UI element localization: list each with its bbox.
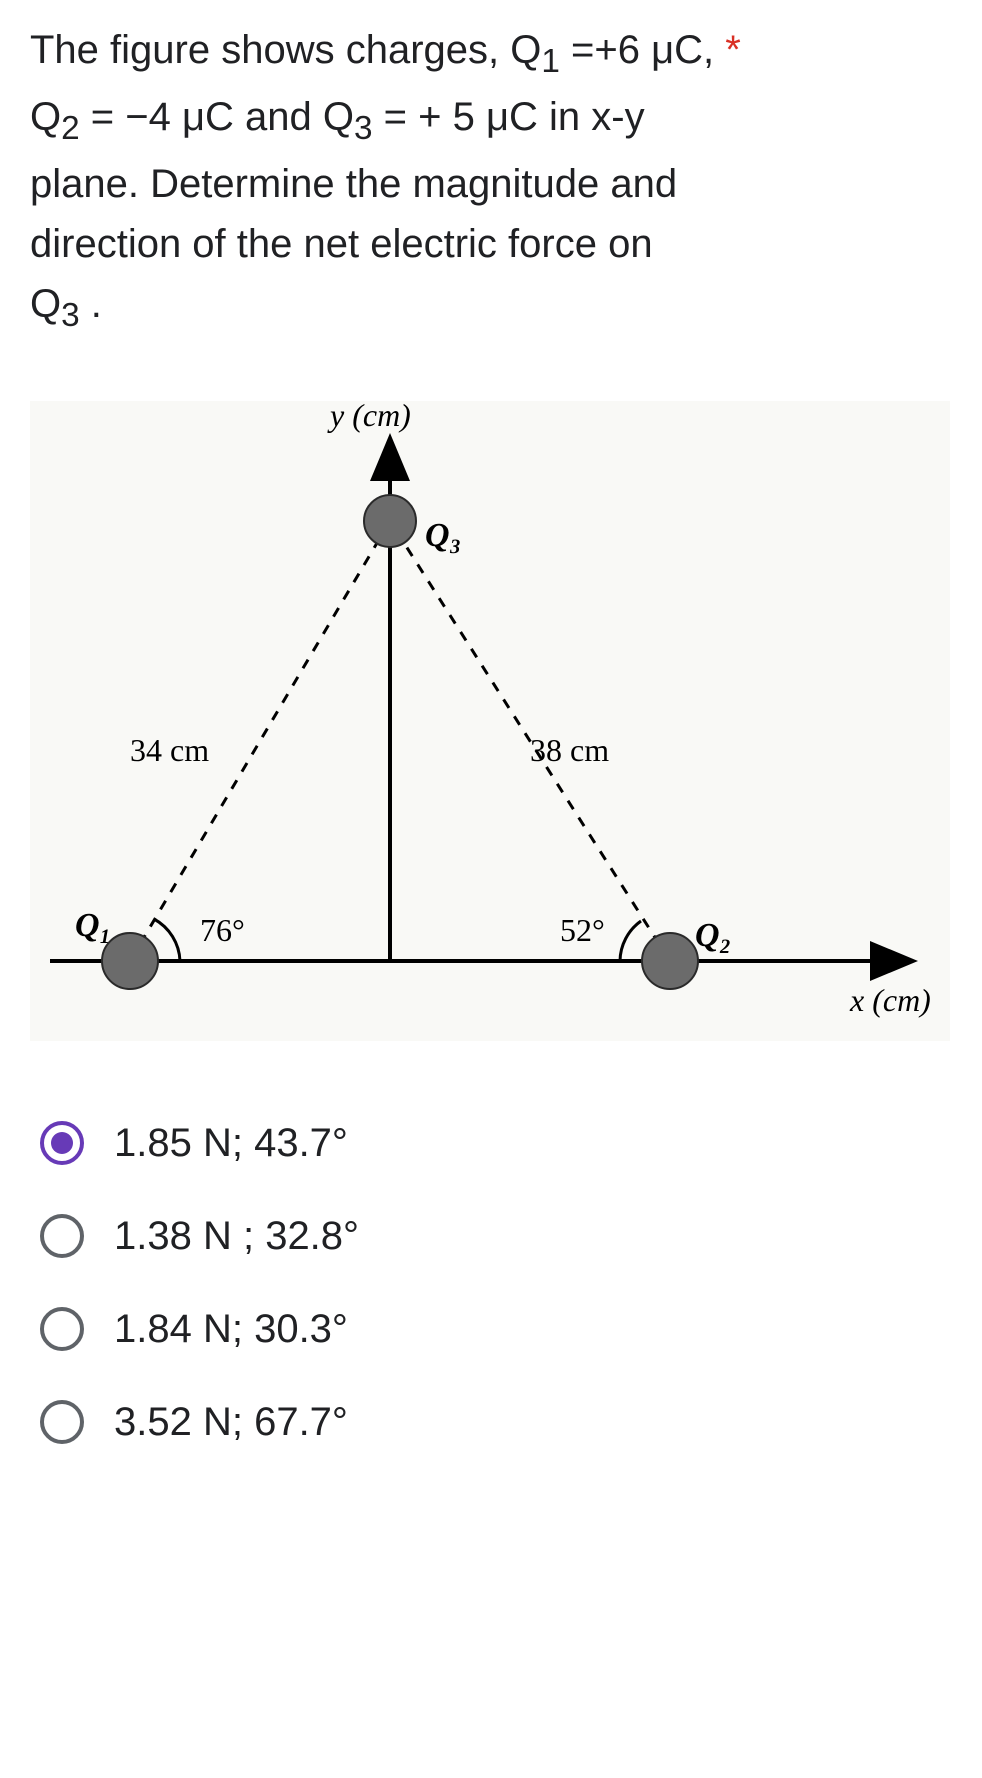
option-2[interactable]: 1.38 N ; 32.8°	[40, 1214, 952, 1259]
diagram: y (cm) x (cm) Q₃ Q₁ Q₂ 34 cm 38 cm 76° 5…	[30, 401, 950, 1081]
option-3-label: 1.84 N; 30.3°	[114, 1307, 348, 1352]
option-1[interactable]: 1.85 N; 43.7°	[40, 1121, 952, 1166]
option-4[interactable]: 3.52 N; 67.7°	[40, 1400, 952, 1445]
q-line2b: = −4 μC and Q	[80, 95, 354, 139]
radio-2[interactable]	[40, 1214, 84, 1258]
q-line5b: .	[80, 282, 102, 326]
q-line2a: Q	[30, 95, 61, 139]
radio-3[interactable]	[40, 1307, 84, 1351]
dist-right-label: 38 cm	[530, 732, 609, 768]
q-line1b: =+6 μC,	[560, 28, 714, 72]
charge-q2	[642, 933, 698, 989]
diagram-svg: y (cm) x (cm) Q₃ Q₁ Q₂ 34 cm 38 cm 76° 5…	[30, 401, 950, 1081]
q2-label: Q₂	[695, 917, 731, 954]
diagram-bg	[30, 401, 950, 1041]
q1-label: Q₁	[75, 907, 111, 944]
y-axis-label: y (cm)	[327, 401, 411, 433]
q-line1a: The figure shows charges, Q	[30, 28, 541, 72]
required-asterisk: *	[725, 28, 741, 72]
option-1-label: 1.85 N; 43.7°	[114, 1121, 348, 1166]
option-2-label: 1.38 N ; 32.8°	[114, 1214, 359, 1259]
question-text: The figure shows charges, Q1 =+6 μC, * Q…	[30, 20, 952, 341]
option-4-label: 3.52 N; 67.7°	[114, 1400, 348, 1445]
radio-4[interactable]	[40, 1400, 84, 1444]
x-axis-label: x (cm)	[849, 982, 931, 1018]
q-line3: plane. Determine the magnitude and	[30, 162, 677, 206]
q-line2c: = + 5 μC in x-y	[373, 95, 645, 139]
q-line4: direction of the net electric force on	[30, 222, 653, 266]
angle-right-label: 52°	[560, 912, 605, 948]
q3-label: Q₃	[425, 517, 461, 554]
q-sub3: 3	[354, 110, 373, 147]
options-group: 1.85 N; 43.7° 1.38 N ; 32.8° 1.84 N; 30.…	[30, 1121, 952, 1445]
radio-1[interactable]	[40, 1121, 84, 1165]
angle-left-label: 76°	[200, 912, 245, 948]
q-line5a: Q	[30, 282, 61, 326]
charge-q3	[364, 495, 416, 547]
option-3[interactable]: 1.84 N; 30.3°	[40, 1307, 952, 1352]
q-sub1: 1	[541, 43, 560, 80]
q-sub5: 3	[61, 297, 80, 334]
q-sub2: 2	[61, 110, 80, 147]
dist-left-label: 34 cm	[130, 732, 209, 768]
